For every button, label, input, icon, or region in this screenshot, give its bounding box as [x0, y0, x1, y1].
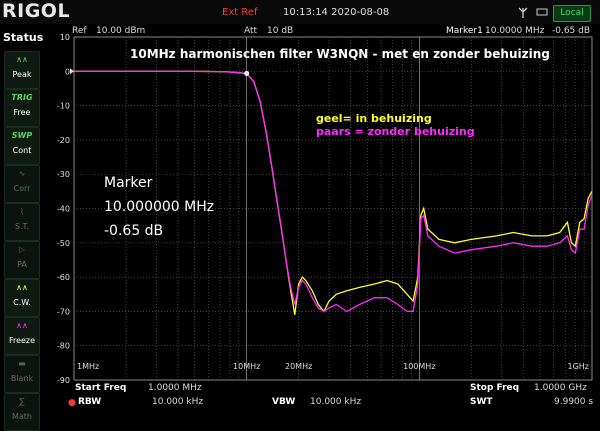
status-button-corr[interactable]: ∿ Corr — [4, 165, 40, 203]
marker-annotation-title: Marker — [104, 175, 153, 191]
rbw-dot-icon: ● — [68, 398, 76, 408]
status-button-label: PA — [17, 260, 27, 269]
status-button-label: Peak — [12, 70, 32, 79]
y-tick-label: -90 — [57, 376, 70, 385]
footer-bar: Start Freq 1.0000 MHz Stop Freq 1.0000 G… — [42, 380, 600, 411]
status-button-label: S.T. — [14, 222, 30, 231]
status-button-label: Freeze — [8, 336, 36, 345]
legend-magenta-text: = zonder behuizing — [354, 125, 475, 138]
y-tick-label: -10 — [57, 102, 70, 111]
att-value: 10 dB — [267, 26, 294, 36]
plot-title: 10MHz harmonischen filter W3NQN - met en… — [130, 47, 550, 61]
ref-label: Ref — [72, 26, 87, 36]
rigol-logo: RIGOL — [2, 0, 71, 22]
att-label: Att — [244, 26, 258, 36]
top-bar: RIGOL Ext Ref 10:13:14 2020-08-08 Local — [0, 0, 600, 24]
usb-icon — [536, 8, 548, 16]
ext-ref-indicator: Ext Ref — [222, 7, 258, 18]
y-tick-label: -70 — [57, 307, 70, 316]
status-button-top-label: SWP — [11, 131, 33, 140]
y-tick-label: -30 — [57, 170, 70, 179]
status-button-label: Free — [13, 108, 31, 117]
y-tick-label: -60 — [57, 273, 70, 282]
status-button-blank[interactable]: ▬ Blank — [4, 355, 40, 393]
rbw-label: RBW — [78, 397, 102, 407]
peak-icon: ∧∧ — [16, 55, 28, 64]
x-tick-label: 1MHz — [77, 362, 99, 371]
marker-freq: 10.0000 MHz — [485, 26, 545, 36]
start-freq-value[interactable]: 1.0000 MHz — [148, 383, 202, 393]
local-button[interactable]: Local — [553, 5, 591, 22]
status-button-label: Cont — [12, 146, 32, 155]
marker-annotation-freq: 10.000000 MHz — [104, 199, 215, 215]
status-sidebar: Status ∧∧ Peak TRIG Free SWP Cont ∿ Corr ⌇ S.T. ▷ P… — [0, 24, 44, 431]
marker-1-point — [244, 71, 250, 77]
legend-yellow-key: geel — [316, 112, 343, 125]
pa-icon: ▷ — [18, 245, 26, 254]
rbw-value[interactable]: 10.000 kHz — [152, 397, 204, 407]
status-button-label: Math — [11, 412, 32, 421]
stop-freq-value[interactable]: 1.0000 GHz — [534, 383, 587, 393]
legend-magenta: paars = zonder behuizing — [316, 125, 475, 138]
cw-icon: ∧∧ — [16, 283, 28, 292]
freeze-icon: ∧∧ — [16, 321, 28, 330]
status-button-pa[interactable]: ▷ PA — [4, 241, 40, 279]
status-button-cw[interactable]: ∧∧ C.W. — [4, 279, 40, 317]
vbw-value[interactable]: 10.000 kHz — [310, 397, 362, 407]
status-button-label: Corr — [13, 184, 31, 193]
y-tick-label: -40 — [57, 205, 70, 214]
info-bar: Ref 10.00 dBm Att 10 dB Marker1 10.0000 … — [0, 24, 600, 38]
swt-label: SWT — [470, 397, 493, 407]
status-button-peak[interactable]: ∧∧ Peak — [4, 51, 40, 89]
x-tick-label: 100MHz — [403, 362, 435, 371]
swt-value[interactable]: 9.9900 s — [554, 397, 594, 407]
corr-icon: ∿ — [18, 169, 26, 178]
stop-freq-label: Stop Freq — [470, 383, 520, 393]
y-tick-label: -50 — [57, 239, 70, 248]
status-button-cont[interactable]: SWP Cont — [4, 127, 40, 165]
status-button-st[interactable]: ⌇ S.T. — [4, 203, 40, 241]
legend-yellow: geel= in behuizing — [316, 112, 432, 125]
ref-value: 10.00 dBm — [96, 26, 146, 36]
marker-annotation: Marker 10.000000 MHz -0.65 dB — [104, 171, 214, 243]
status-button-label: C.W. — [13, 298, 31, 307]
spectrum-plot[interactable]: 10 0 -10 -20 -30 -40 -50 -60 -70 -80 -90 1MHz 10MHz 2… — [0, 0, 600, 411]
y-tick-label: 10 — [60, 33, 70, 42]
trace-magenta — [74, 70, 593, 313]
y-tick-label: -20 — [57, 136, 70, 145]
legend-yellow-text: = in behuizing — [342, 112, 432, 125]
marker-label: Marker1 — [446, 26, 483, 36]
blank-icon: ▬ — [18, 359, 26, 368]
datetime: 10:13:14 2020-08-08 — [283, 7, 390, 18]
y-tick-label: -80 — [57, 342, 70, 351]
status-button-top-label: TRIG — [11, 93, 33, 102]
status-button-free[interactable]: TRIG Free — [4, 89, 40, 127]
x-tick-label: 10MHz — [233, 362, 260, 371]
legend-magenta-key: paars — [316, 125, 351, 138]
start-freq-label: Start Freq — [75, 383, 127, 393]
y-tick-label: 0 — [65, 67, 70, 76]
st-icon: ⌇ — [20, 207, 24, 216]
status-title: Status — [3, 31, 44, 44]
status-button-freeze[interactable]: ∧∧ Freeze — [4, 317, 40, 355]
x-tick-label: 1GHz — [567, 362, 589, 371]
math-icon: ∑ — [19, 397, 25, 406]
marker-level: -0.65 dB — [552, 26, 591, 36]
x-tick-label: 20MHz — [285, 362, 312, 371]
vbw-label: VBW — [272, 397, 296, 407]
ref-level-marker-icon — [70, 68, 74, 75]
antenna-icon — [518, 7, 528, 18]
status-button-label: Blank — [10, 374, 34, 383]
marker-annotation-level: -0.65 dB — [104, 223, 164, 239]
